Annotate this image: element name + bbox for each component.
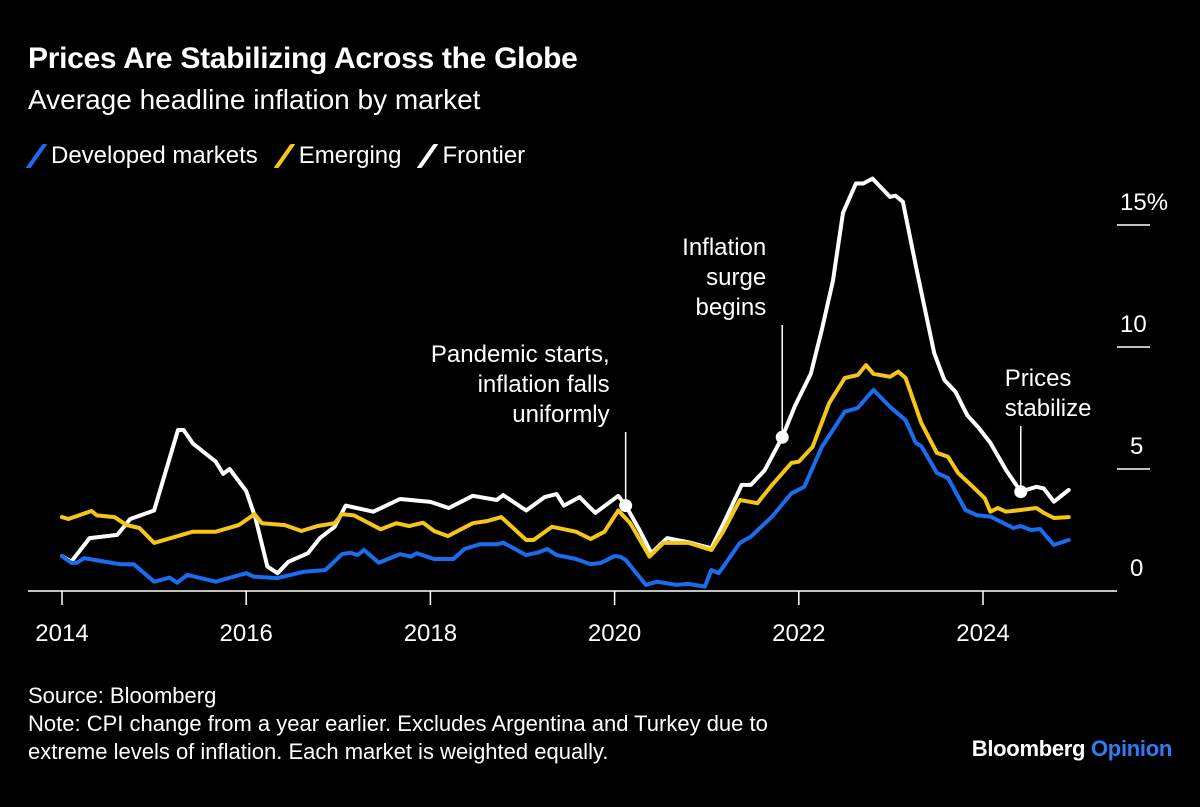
annotation-dot <box>619 499 633 513</box>
annotations: Pandemic starts, inflation falls uniformly… <box>431 234 1092 506</box>
annotation-text: stabilize <box>1005 395 1092 422</box>
legend: Developed markets Emerging Frontier <box>25 142 526 170</box>
note-line-2: extreme levels of inflation. Each market… <box>28 739 609 764</box>
annotation-dot <box>1014 485 1028 499</box>
annotation-text: inflation falls <box>478 371 610 398</box>
source-text: Source: Bloomberg <box>28 683 217 708</box>
series-line-developed-markets <box>60 387 1071 589</box>
annotation-text: Pandemic starts, <box>431 341 610 368</box>
legend-item-developed: Developed markets <box>25 142 258 170</box>
y-tick-label: 15% <box>1120 189 1168 216</box>
y-tick-label: 10 <box>1120 311 1147 338</box>
annotation-dots <box>619 430 1028 513</box>
x-tick-label: 2018 <box>404 620 457 647</box>
bloomberg-opinion-logo: Bloomberg Opinion <box>971 736 1173 762</box>
x-tick-label: 2016 <box>220 620 273 647</box>
legend-item-emerging: Emerging <box>273 142 402 170</box>
x-tick-label: 2024 <box>956 620 1009 647</box>
x-tick-label: 2022 <box>772 620 825 647</box>
note-line-1: Note: CPI change from a year earlier. Ex… <box>28 711 768 736</box>
legend-item-frontier: Frontier <box>417 142 526 170</box>
annotation-text: uniformly <box>512 401 609 428</box>
annotation-text: Inflation <box>682 234 766 261</box>
x-tick-label: 2020 <box>588 620 641 647</box>
chart-subtitle: Average headline inflation by market <box>28 84 481 115</box>
legend-label-emerging: Emerging <box>298 142 402 169</box>
footer: Source: Bloomberg Note: CPI change from … <box>28 682 768 766</box>
x-tick-label: 2014 <box>35 620 88 647</box>
series-line-emerging <box>60 363 1071 559</box>
annotation-dot <box>775 430 789 444</box>
logo-section: Opinion <box>1091 736 1172 761</box>
chart-title: Prices Are Stabilizing Across the Globe <box>28 42 578 75</box>
axes: 2014 2016 2018 2020 2022 2024 0 5 10 15% <box>28 189 1168 647</box>
annotation-text: begins <box>695 294 766 321</box>
y-tick-label: 5 <box>1130 433 1143 460</box>
logo-brand: Bloomberg <box>971 736 1086 761</box>
legend-label-frontier: Frontier <box>442 142 526 169</box>
annotation-text: Prices <box>1005 365 1072 392</box>
legend-label-developed: Developed markets <box>51 142 258 169</box>
y-tick-label: 0 <box>1130 555 1143 582</box>
annotation-text: surge <box>706 264 766 291</box>
